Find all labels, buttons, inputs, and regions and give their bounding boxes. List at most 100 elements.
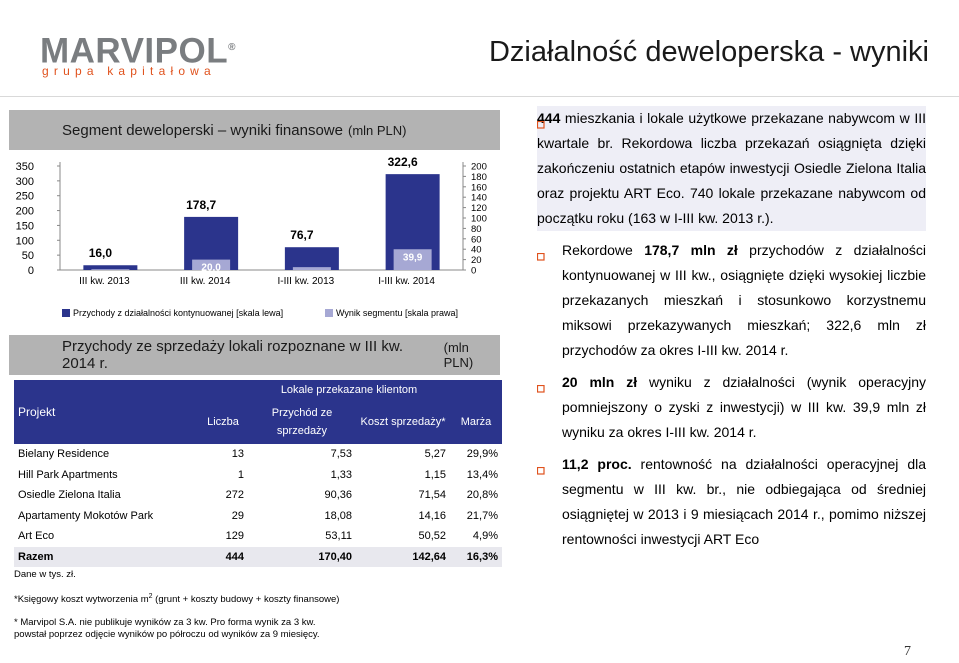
legend-swatch-revenue — [62, 309, 70, 317]
sales-header: Przychody ze sprzedaży lokali rozpoznane… — [9, 335, 500, 375]
company-logo: MARVIPOL® — [40, 28, 236, 72]
x-axis-category-label: I-III kw. 2013 — [278, 276, 335, 287]
group-header-handed-over: Lokale przekazane klientom — [248, 380, 450, 400]
legend-item-segment-result: Wynik segmentu [skala prawa] — [325, 308, 458, 318]
revenue-cell: 1,33 — [330, 468, 352, 481]
revenue-cell: 7,53 — [330, 448, 352, 461]
right-axis-tick-label: 40 — [471, 245, 482, 256]
bullet-square-icon — [536, 244, 545, 261]
marvipol-footnote: * Marvipol S.A. nie publikuje wyników za… — [14, 617, 320, 641]
right-axis-tick-label: 20 — [471, 255, 482, 266]
bar-revenue-label: 322,6 — [388, 155, 418, 169]
key-points-list: 444 mieszkania i lokale użytkowe przekaz… — [536, 106, 927, 552]
segment-results-title: Segment deweloperski – wyniki finansowe — [62, 121, 343, 139]
count-cell: 13 — [231, 448, 244, 461]
right-axis-tick-label: 120 — [471, 203, 487, 214]
table-row: Osiedle Zielona Italia 272 90,36 71,54 2… — [14, 485, 502, 506]
col-header-project: Projekt — [14, 380, 198, 444]
key-point-bold: 20 mln zł — [562, 374, 638, 390]
key-point-text: wyniku z działalności (wynik operacyjny … — [562, 374, 926, 440]
bar-segment-result — [292, 267, 331, 270]
table-row: Hill Park Apartments 1 1,33 1,15 13,4% — [14, 465, 502, 486]
margin-cell: 4,9% — [472, 530, 498, 543]
cost-cell: 71,54 — [418, 489, 446, 502]
x-axis-category-label: III kw. 2013 — [79, 276, 130, 287]
key-point-prefix: Rekordowe — [562, 242, 645, 258]
table-row: Bielany Residence 13 7,53 5,27 29,9% — [14, 444, 502, 465]
left-axis-tick-label: 200 — [16, 206, 34, 218]
col-header-cost: Koszt sprzedaży* — [356, 400, 450, 444]
logo-tagline: grupa kapitałowa — [42, 64, 216, 78]
left-axis-tick-label: 0 — [28, 265, 34, 277]
bar-revenue-label: 16,0 — [89, 246, 113, 260]
bar-revenue — [83, 265, 138, 270]
x-axis-category-label: III kw. 2014 — [180, 276, 231, 287]
logo-name: MARVIPOL — [40, 31, 229, 71]
key-point: 444 mieszkania i lokale użytkowe przekaz… — [536, 106, 926, 231]
marvipol-footnote-line1: * Marvipol S.A. nie publikuje wyników za… — [14, 617, 316, 628]
project-name: Apartamenty Mokotów Park — [18, 509, 154, 522]
cost-footnote-text: *Księgowy koszt wytworzenia m — [14, 594, 149, 606]
right-axis-tick-label: 200 — [471, 162, 487, 173]
sales-header-title: Przychody ze sprzedaży lokali rozpoznane… — [62, 338, 403, 372]
total-margin: 16,3% — [450, 546, 502, 567]
legend-label-revenue: Przychody z działalności kontynuowanej [… — [73, 308, 284, 318]
count-cell: 272 — [225, 489, 244, 502]
sales-table: Projekt Lokale przekazane klientom Liczb… — [14, 380, 502, 567]
right-axis-tick-label: 60 — [471, 234, 482, 245]
total-label: Razem — [14, 546, 198, 567]
count-cell: 1 — [237, 468, 244, 481]
header-divider — [0, 96, 959, 97]
revenue-cell: 53,11 — [325, 530, 352, 543]
bar-revenue-label: 178,7 — [186, 198, 216, 212]
key-point-text: mieszkania i lokale użytkowe przekazane … — [537, 110, 926, 226]
cost-cell: 50,52 — [418, 530, 446, 543]
right-axis-tick-label: 0 — [471, 266, 476, 277]
cost-cell: 14,16 — [418, 509, 446, 522]
slide-title: Działalność deweloperska - wyniki — [488, 36, 929, 68]
revenue-cell: 90,36 — [324, 489, 352, 502]
legend-label-segment-result: Wynik segmentu [skala prawa] — [336, 308, 458, 318]
bullet-square-icon — [536, 376, 545, 393]
key-point-text: rentowność na działalności operacyjnej d… — [562, 456, 926, 547]
left-axis-tick-label: 350 — [16, 161, 34, 173]
key-point-bold: 178,7 mln zł — [644, 242, 738, 258]
bar-segment-result-label: 1,5 — [103, 272, 117, 283]
legend-swatch-segment-result — [325, 309, 333, 317]
col-header-count: Liczba — [198, 400, 248, 444]
col-header-margin: Marża — [450, 400, 502, 444]
count-cell: 129 — [225, 530, 244, 543]
logo-registered: ® — [228, 42, 236, 53]
margin-cell: 13,4% — [466, 468, 498, 481]
bar-revenue — [284, 247, 339, 270]
cost-footnote-rest: (grunt + koszty budowy + koszty finansow… — [152, 594, 340, 606]
table-total-row: Razem 444 170,40 142,64 16,3% — [14, 546, 502, 567]
marvipol-footnote-line2: powstał poprzez odjęcie wyników po półro… — [14, 629, 320, 640]
units-note: Dane w tys. zł. — [14, 569, 76, 580]
right-axis-tick-label: 160 — [471, 182, 487, 193]
segment-results-chart: 0501001502002503003500204060801001201401… — [16, 155, 487, 287]
margin-cell: 20,8% — [466, 489, 498, 502]
x-axis-category-label: I-III kw. 2014 — [378, 276, 435, 287]
total-count: 444 — [198, 546, 248, 567]
bar-segment-result-label: 20,0 — [201, 263, 221, 274]
key-point: 20 mln zł wyniku z działalności (wynik o… — [536, 370, 926, 445]
left-axis-tick-label: 50 — [22, 250, 34, 262]
left-axis-tick-label: 100 — [16, 235, 34, 247]
total-revenue: 170,40 — [248, 546, 356, 567]
segment-results-header: Segment deweloperski – wyniki finansowe … — [9, 110, 500, 150]
key-point: 11,2 proc. rentowność na działalności op… — [536, 452, 926, 552]
bar-segment-result — [192, 259, 231, 270]
legend-item-revenue: Przychody z działalności kontynuowanej [… — [62, 308, 283, 318]
right-axis-tick-label: 180 — [471, 172, 487, 183]
right-axis-tick-label: 140 — [471, 193, 487, 204]
segment-results-unit: (mln PLN) — [347, 122, 407, 138]
sales-header-unit: (mln PLN) — [443, 340, 474, 370]
bar-segment-result — [393, 249, 432, 270]
key-point-bold: 11,2 proc. — [562, 456, 632, 472]
bullet-square-icon — [536, 458, 545, 475]
key-point-text: przychodów z działalności kontynuowanej … — [562, 242, 927, 358]
table-row: Apartamenty Mokotów Park 29 18,08 14,16 … — [14, 506, 502, 527]
margin-cell: 21,7% — [466, 509, 498, 522]
margin-cell: 29,9% — [466, 448, 498, 461]
